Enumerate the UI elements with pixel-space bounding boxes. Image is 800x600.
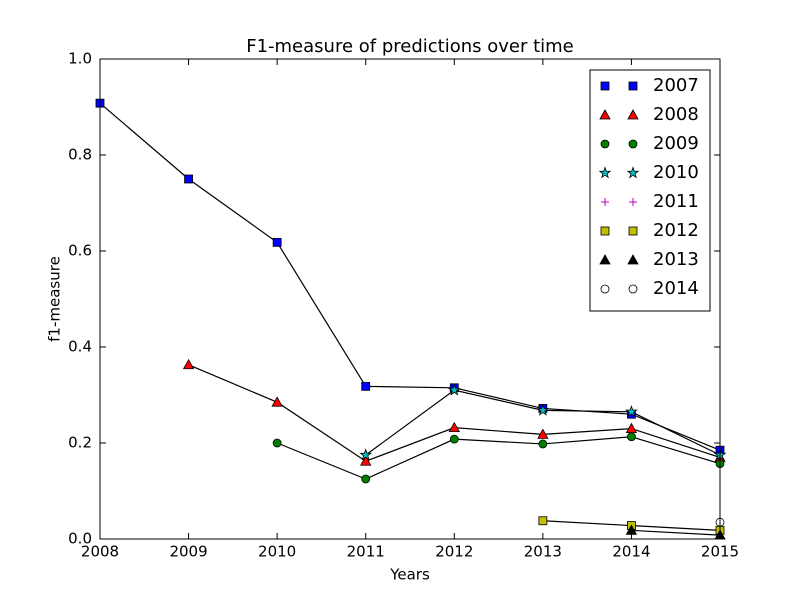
marker — [538, 516, 548, 526]
legend-label: 2013 — [653, 249, 699, 270]
legend-marker — [598, 166, 612, 179]
legend-label: 2008 — [653, 104, 699, 125]
legend-label: 2011 — [653, 191, 699, 212]
y-tick-label: 0.2 — [68, 434, 92, 452]
marker — [536, 403, 550, 416]
marker — [359, 448, 373, 461]
x-tick-label: 2012 — [435, 543, 473, 561]
chart-title: F1-measure of predictions over time — [246, 36, 574, 57]
legend-marker — [599, 109, 611, 120]
legend-marker — [628, 81, 638, 91]
plot-frame — [99, 58, 721, 540]
series-line — [276, 436, 721, 480]
marker — [272, 237, 282, 247]
legend-marker — [600, 284, 610, 294]
y-tick-label: 0.8 — [68, 146, 92, 164]
marker — [184, 174, 193, 184]
legend-marker — [600, 81, 610, 91]
legend-label: 2014 — [653, 278, 699, 299]
marker — [361, 381, 371, 391]
legend-marker — [627, 109, 639, 120]
x-tick-label: 2015 — [701, 543, 739, 561]
marker — [625, 524, 638, 535]
x-tick-label: 2008 — [81, 543, 119, 561]
legend-marker — [599, 254, 611, 265]
marker — [538, 439, 548, 449]
marker — [361, 474, 371, 484]
legend-marker — [626, 166, 640, 179]
marker — [182, 358, 195, 370]
marker — [447, 383, 461, 396]
legend-marker — [629, 198, 637, 206]
series-line — [631, 529, 721, 536]
marker — [448, 421, 460, 433]
marker — [360, 455, 372, 466]
y-tick-label: 1.0 — [68, 50, 92, 68]
legend-marker — [628, 226, 638, 236]
legend-marker — [628, 284, 638, 294]
x-tick-label: 2009 — [169, 543, 207, 561]
legend-label: 2009 — [653, 133, 699, 154]
y-tick-label: 0.0 — [68, 530, 92, 548]
x-tick-label: 2013 — [524, 543, 562, 561]
marker — [625, 422, 638, 434]
legend-label: 2010 — [653, 162, 699, 183]
x-tick-label: 2011 — [347, 543, 385, 561]
x-tick-label: 2014 — [612, 543, 650, 561]
legend-marker — [600, 139, 610, 149]
y-tick-label: 0.4 — [68, 338, 92, 356]
y-tick-label: 0.6 — [68, 242, 92, 260]
marker — [537, 428, 549, 439]
x-axis-label: Years — [389, 566, 430, 584]
legend-label: 2007 — [653, 75, 699, 96]
series-line — [99, 102, 721, 451]
legend-marker — [600, 226, 610, 236]
y-axis-label: f1-measure — [46, 256, 64, 342]
legend-marker — [601, 198, 609, 206]
legend-marker — [627, 254, 639, 265]
marker — [449, 434, 459, 444]
marker — [627, 432, 636, 442]
legend-marker — [628, 139, 638, 149]
legend-label: 2012 — [653, 220, 699, 241]
marker — [272, 438, 282, 448]
marker — [625, 405, 638, 418]
series-line — [188, 364, 721, 462]
x-tick-label: 2010 — [258, 543, 296, 561]
marker — [271, 396, 283, 407]
legend-box — [589, 69, 711, 312]
